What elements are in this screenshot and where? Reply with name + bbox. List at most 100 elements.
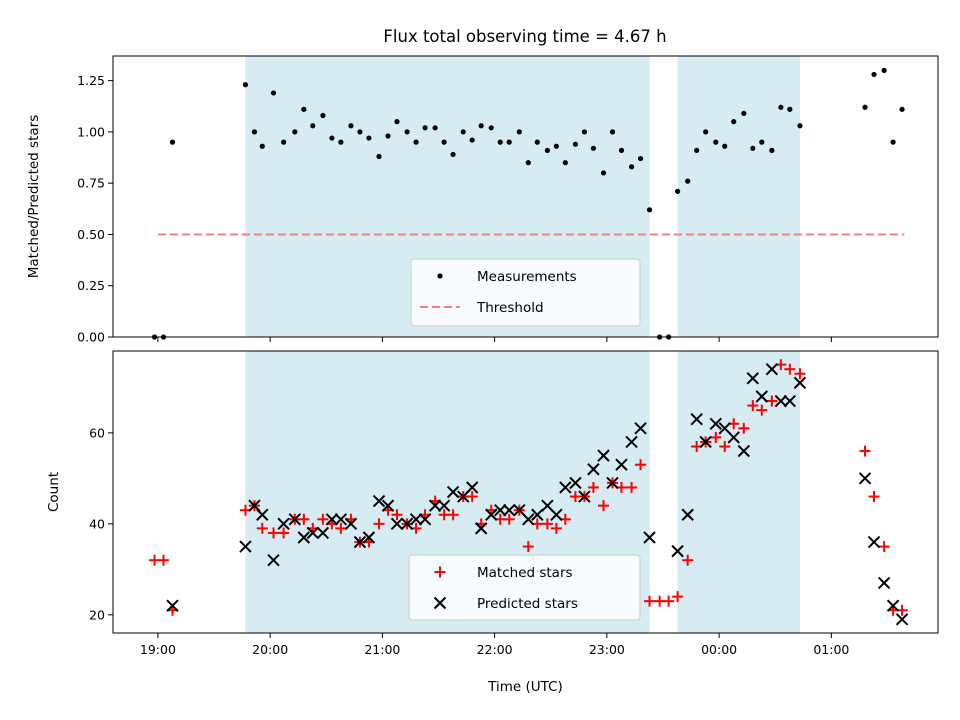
measurement-point: [169, 139, 176, 145]
measurement-point: [628, 164, 635, 170]
legend-measurements-marker: [437, 273, 443, 279]
matched-star-point: [298, 513, 310, 525]
predicted-star-point: [522, 513, 535, 526]
predicted-star-point: [485, 508, 498, 521]
y-tick-label: 0.00: [77, 330, 105, 345]
predicted-star-point: [559, 481, 572, 494]
chart-title: Flux total observing time = 4.67 h: [383, 27, 666, 46]
measurement-point: [646, 207, 653, 213]
predicted-star-point: [474, 522, 488, 535]
predicted-star-point: [297, 531, 311, 544]
matched-star-point: [644, 595, 656, 607]
predicted-star-point: [858, 472, 872, 485]
measurement-point: [242, 82, 249, 88]
ratio-panel-x-ticks: [157, 337, 832, 342]
measurement-point: [270, 90, 277, 96]
measurement-point: [497, 139, 503, 145]
matched-star-point: [335, 522, 347, 534]
predicted-star-point: [587, 463, 600, 476]
measurement-point: [685, 178, 691, 184]
measurement-point: [618, 147, 625, 153]
legend-threshold-label: Threshold: [476, 300, 544, 316]
predicted-star-point: [400, 517, 414, 531]
measurement-point: [750, 145, 756, 151]
predicted-star-point: [569, 476, 582, 490]
predicted-star-point: [550, 508, 563, 521]
measurement-point: [525, 160, 531, 166]
measurement-point: [674, 188, 681, 194]
predicted-star-point: [886, 599, 900, 612]
measurement-point: [251, 129, 258, 135]
predicted-star-point: [344, 517, 358, 531]
predicted-star-point: [503, 503, 516, 517]
matched-star-point: [868, 491, 880, 503]
matched-star-point: [766, 395, 778, 407]
predicted-star-point: [531, 508, 544, 521]
x-tick-label: 00:00: [701, 642, 737, 657]
legend-x-marker: [433, 596, 447, 610]
predicted-star-point: [390, 517, 404, 531]
matched-star-point: [756, 404, 768, 416]
y-tick-label: 20: [89, 607, 105, 622]
predicted-star-point: [606, 476, 619, 490]
y-tick-label: 1.25: [77, 73, 105, 88]
matched-star-point: [278, 527, 290, 539]
ratio-panel-legend: Measurements Threshold: [410, 258, 641, 327]
matched-star-point: [747, 400, 759, 412]
measurement-point: [713, 139, 719, 145]
y-tick-label: 60: [89, 425, 105, 440]
predicted-star-point: [681, 508, 694, 521]
matched-star-point: [522, 541, 534, 553]
predicted-star-point: [409, 513, 423, 526]
measurement-point: [404, 129, 410, 135]
legend-predicted-label: Predicted stars: [477, 596, 578, 612]
predicted-star-point: [699, 435, 712, 449]
predicted-star-point: [306, 526, 320, 540]
predicted-star-point: [334, 513, 348, 526]
matched-star-point: [719, 441, 731, 453]
predicted-star-point: [737, 444, 751, 458]
measurement-point: [562, 160, 568, 166]
matched-star-point: [503, 513, 515, 525]
predicted-star-point: [709, 417, 722, 430]
measurement-point: [432, 125, 438, 131]
measurement-points: [151, 67, 905, 340]
legend-box: [410, 258, 641, 327]
predicted-star-point: [867, 535, 881, 549]
y-tick-label: 0.25: [77, 278, 105, 293]
measurement-point: [450, 151, 456, 158]
matched-star-point: [268, 527, 280, 539]
predicted-star-point: [783, 394, 797, 408]
measurement-point: [478, 123, 484, 129]
measurement-point: [544, 147, 550, 153]
count-panel-x-ticks: 19:00 20:00 21:00 22:00 23:00 00:00 01:00: [140, 633, 849, 657]
predicted-star-point: [381, 499, 395, 512]
predicted-star-point: [615, 458, 628, 471]
predicted-star-point: [634, 422, 647, 435]
y-tick-label: 1.00: [77, 124, 105, 139]
measurement-point: [422, 125, 428, 131]
predicted-star-point: [325, 513, 339, 526]
measurement-point: [741, 110, 747, 117]
matched-star-point: [447, 509, 459, 521]
shaded-interval: [677, 56, 800, 337]
measurement-point: [899, 106, 905, 112]
ratio-panel: 0.00 0.25 0.50 0.75 1.00 1.25 Matched/Predict…: [26, 55, 939, 345]
shaded-interval: [677, 351, 800, 633]
measurement-point: [703, 129, 709, 135]
matched-star-point: [158, 554, 170, 566]
predicted-star-point: [256, 508, 269, 521]
measurement-point: [469, 137, 475, 143]
predicted-star-point: [643, 531, 656, 544]
measurement-point: [310, 123, 316, 129]
matched-star-point: [317, 513, 329, 525]
measurement-point: [488, 125, 494, 131]
measurement-point: [881, 67, 887, 73]
legend-measurements-label: Measurements: [477, 269, 577, 285]
count-panel-frame: [112, 350, 939, 634]
predicted-star-point: [353, 535, 367, 549]
predicted-star-point: [166, 599, 179, 612]
measurement-point: [581, 129, 588, 135]
predicted-star-point: [774, 394, 788, 408]
